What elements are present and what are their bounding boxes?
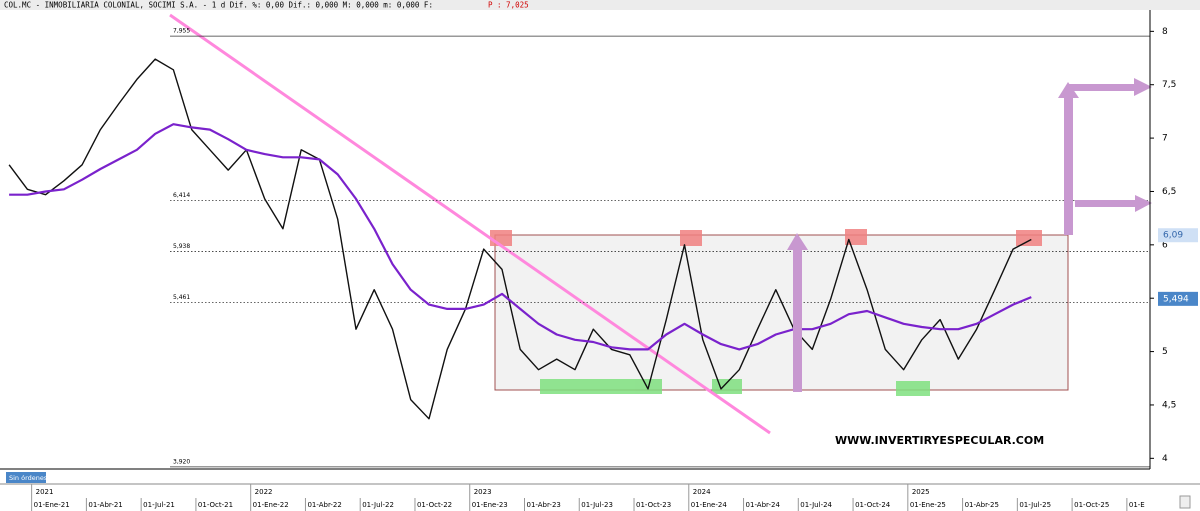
- x-tick-label: 01-Jul-24: [800, 501, 832, 509]
- x-tick-label: 01-Jul-22: [362, 501, 394, 509]
- x-tick-label: 01-Ene-24: [691, 501, 728, 509]
- x-tick-label: 01-Ene-22: [253, 501, 289, 509]
- x-tick-label: 01-Oct-22: [417, 501, 452, 509]
- x-tick-label: 01-E: [1129, 501, 1145, 509]
- x-tick-label: 01-Jul-21: [143, 501, 175, 509]
- y-tick-label: 7,5: [1162, 80, 1176, 90]
- resistance-highlights: [490, 229, 1042, 246]
- price-box: [1158, 228, 1198, 243]
- chart-title: COL.MC - INMOBILIARIA COLONIAL, SOCIMI S…: [4, 1, 433, 10]
- support-highlights: [540, 379, 930, 396]
- range-box: [494, 234, 1069, 391]
- x-tick-label: 01-Abr-21: [88, 501, 122, 509]
- x-tick-label: 01-Ene-23: [472, 501, 508, 509]
- year-label: 2021: [36, 488, 54, 496]
- year-label: 2024: [693, 488, 711, 496]
- y-tick-label: 4,5: [1162, 400, 1176, 410]
- x-tick-label: 01-Jul-25: [1019, 501, 1051, 509]
- x-tick-label: 01-Oct-21: [198, 501, 233, 509]
- y-tick-label: 4: [1162, 454, 1168, 464]
- orders-button-label[interactable]: Sin órdenes: [9, 474, 48, 482]
- y-tick-label: 6: [1162, 240, 1168, 250]
- scroll-button[interactable]: [1179, 495, 1191, 509]
- x-tick-label: 01-Abr-23: [526, 501, 560, 509]
- level-label: 3,920: [173, 458, 190, 465]
- year-label: 2023: [474, 488, 492, 496]
- header-bar: [0, 0, 1200, 10]
- watermark: WWW.INVERTIRYESPECULAR.COM: [835, 434, 1044, 447]
- x-tick-label: 01-Abr-22: [307, 501, 341, 509]
- x-tick-label: 01-Ene-25: [910, 501, 946, 509]
- y-tick-label: 5: [1162, 347, 1168, 357]
- x-tick-label: 01-Abr-25: [965, 501, 999, 509]
- x-tick-label: 01-Abr-24: [746, 501, 781, 509]
- price-box-label: 5,494: [1163, 294, 1189, 304]
- x-tick-label: 01-Ene-21: [34, 501, 70, 509]
- y-tick-label: 7: [1162, 134, 1168, 144]
- price-box-label: 6,09: [1163, 231, 1183, 241]
- y-tick-label: 8: [1162, 27, 1168, 37]
- x-tick-label: 01-Jul-23: [581, 501, 613, 509]
- x-tick-label: 01-Oct-23: [636, 501, 671, 509]
- level-label: 6,414: [173, 192, 190, 199]
- x-tick-label: 01-Oct-25: [1074, 501, 1109, 509]
- x-tick-label: 01-Oct-24: [855, 501, 891, 509]
- price-box: [1158, 291, 1198, 306]
- y-tick-label: 6,5: [1162, 187, 1176, 197]
- target-arrows: [787, 78, 1152, 392]
- series-line: [9, 123, 1032, 351]
- level-label: 5,938: [173, 243, 190, 250]
- year-label: 2025: [912, 488, 930, 496]
- level-label: 7,955: [173, 28, 190, 35]
- series-line: [8, 58, 1032, 420]
- trend-line: [169, 13, 771, 435]
- level-label: 5,461: [173, 294, 190, 301]
- year-label: 2022: [255, 488, 273, 496]
- orders-button[interactable]: [6, 472, 46, 483]
- price-label: P : 7,025: [488, 1, 529, 10]
